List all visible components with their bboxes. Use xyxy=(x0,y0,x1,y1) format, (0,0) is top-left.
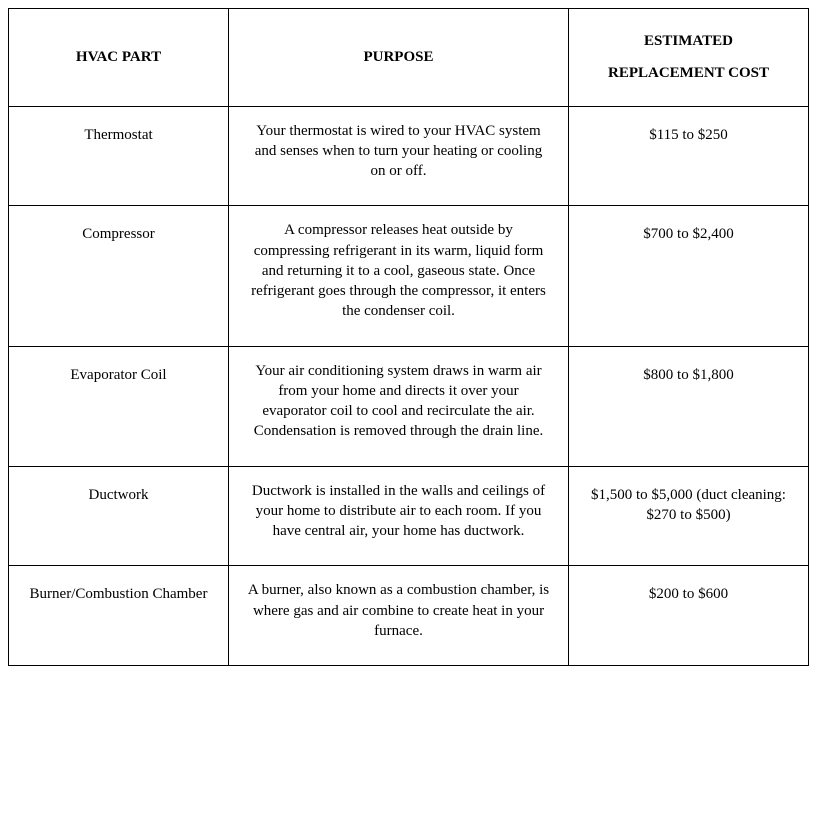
cell-purpose: Your air conditioning system draws in wa… xyxy=(229,346,569,466)
table-row: Ductwork Ductwork is installed in the wa… xyxy=(9,466,809,566)
hvac-parts-table: HVAC PART PURPOSE ESTIMATED REPLACEMENT … xyxy=(8,8,809,666)
cell-purpose: A compressor releases heat outside by co… xyxy=(229,206,569,346)
col-header-part: HVAC PART xyxy=(9,9,229,107)
cell-part: Compressor xyxy=(9,206,229,346)
col-header-cost-line2: REPLACEMENT COST xyxy=(579,63,798,83)
cell-part: Burner/Combustion Chamber xyxy=(9,566,229,666)
cell-part: Evaporator Coil xyxy=(9,346,229,466)
table-body: Thermostat Your thermostat is wired to y… xyxy=(9,106,809,666)
cell-cost: $700 to $2,400 xyxy=(569,206,809,346)
cell-cost: $1,500 to $5,000 (duct cleaning: $270 to… xyxy=(569,466,809,566)
cell-part: Thermostat xyxy=(9,106,229,206)
col-header-cost: ESTIMATED REPLACEMENT COST xyxy=(569,9,809,107)
cell-cost: $800 to $1,800 xyxy=(569,346,809,466)
cell-purpose: Ductwork is installed in the walls and c… xyxy=(229,466,569,566)
table-row: Burner/Combustion Chamber A burner, also… xyxy=(9,566,809,666)
cell-cost: $115 to $250 xyxy=(569,106,809,206)
cell-purpose: Your thermostat is wired to your HVAC sy… xyxy=(229,106,569,206)
table-row: Thermostat Your thermostat is wired to y… xyxy=(9,106,809,206)
col-header-purpose: PURPOSE xyxy=(229,9,569,107)
table-row: Compressor A compressor releases heat ou… xyxy=(9,206,809,346)
col-header-cost-line1: ESTIMATED xyxy=(579,31,798,51)
table-header-row: HVAC PART PURPOSE ESTIMATED REPLACEMENT … xyxy=(9,9,809,107)
cell-cost: $200 to $600 xyxy=(569,566,809,666)
table-row: Evaporator Coil Your air conditioning sy… xyxy=(9,346,809,466)
cell-purpose: A burner, also known as a combustion cha… xyxy=(229,566,569,666)
cell-part: Ductwork xyxy=(9,466,229,566)
